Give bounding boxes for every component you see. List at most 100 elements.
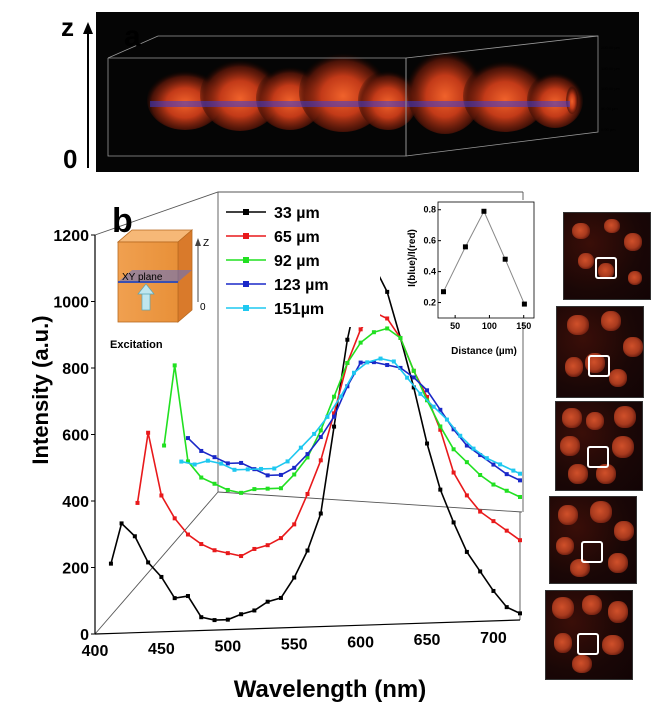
thumbnail-123 <box>549 496 637 584</box>
data-point <box>265 486 270 491</box>
data-point <box>159 574 164 579</box>
inset-y-tick-label: 0.2 <box>423 298 436 308</box>
z-arrow-head <box>83 22 93 34</box>
z-label: z <box>61 12 74 42</box>
data-point <box>225 461 230 466</box>
data-point <box>451 520 456 525</box>
x-tick-label: 450 <box>148 641 175 658</box>
scale-tick: 50.00 µm <box>601 106 618 111</box>
data-point <box>239 460 244 465</box>
data-point <box>444 417 449 422</box>
inset-x-tick-label: 100 <box>482 321 497 331</box>
data-point <box>464 493 469 498</box>
data-point <box>351 370 356 375</box>
data-point <box>225 551 230 556</box>
thumbnail-33 <box>563 212 651 300</box>
series-line <box>110 264 521 621</box>
data-point <box>172 363 177 368</box>
data-point <box>371 330 376 335</box>
data-point <box>135 500 140 505</box>
excitation-arrow-shaft <box>141 291 151 311</box>
data-point <box>425 441 430 446</box>
legend-label: 123 µm <box>274 277 329 294</box>
data-point <box>172 596 177 601</box>
data-point <box>332 394 337 399</box>
series-line <box>163 327 521 498</box>
data-point <box>431 404 436 409</box>
data-point <box>438 424 443 429</box>
data-point <box>358 327 363 332</box>
y-tick-label: 1200 <box>53 228 89 245</box>
data-point <box>245 467 250 472</box>
data-point <box>478 569 483 574</box>
data-point <box>318 428 323 433</box>
data-point <box>491 482 496 487</box>
roi-box <box>588 355 610 377</box>
legend-marker <box>243 233 249 239</box>
data-point <box>162 443 167 448</box>
data-point <box>471 446 476 451</box>
data-point <box>119 521 124 526</box>
series-line <box>136 311 521 557</box>
data-point <box>265 543 270 548</box>
data-point <box>305 492 310 496</box>
data-point <box>199 475 204 480</box>
inset-y-tick-label: 0.6 <box>423 236 436 246</box>
data-point <box>405 375 410 380</box>
data-point <box>265 473 270 478</box>
data-point <box>458 433 463 438</box>
data-point <box>278 472 283 477</box>
data-point <box>225 617 230 622</box>
data-point <box>425 394 430 399</box>
scale-tick: 0.00 µm <box>601 127 616 132</box>
inset-x-label: Distance (µm) <box>451 346 517 357</box>
data-point <box>518 538 522 543</box>
x-tick-label: 600 <box>347 634 374 651</box>
data-point <box>318 511 323 516</box>
data-point <box>478 473 483 478</box>
data-point <box>358 360 363 365</box>
scale-tick: 100.00 µm <box>601 86 621 91</box>
data-point <box>345 384 350 389</box>
data-point <box>278 486 283 491</box>
data-point <box>438 427 443 432</box>
data-point <box>265 599 270 604</box>
x-tick-label: 400 <box>82 643 109 660</box>
data-point <box>411 368 416 373</box>
data-point <box>292 465 297 470</box>
data-point <box>225 487 230 492</box>
ratio-inset: 0.2 0.4 0.6 0.8 50 100 150 I(blue)/I(red) Dist… <box>407 200 536 357</box>
x-axis <box>94 619 521 635</box>
data-point <box>398 335 403 340</box>
data-point <box>172 516 177 521</box>
inset-x-tick-label: 50 <box>450 321 460 331</box>
data-point <box>252 608 257 613</box>
data-point <box>411 375 416 380</box>
data-point <box>199 542 204 547</box>
panel-a-scale-ticks: 200.00 µm 150.00 µm 100.00 µm 50.00 µm 0… <box>601 45 621 132</box>
data-point <box>418 391 423 396</box>
data-point <box>478 509 483 514</box>
data-point <box>451 470 456 475</box>
data-point <box>398 365 403 370</box>
data-point <box>385 326 390 331</box>
y-tick-label: 200 <box>62 561 89 578</box>
inset-x-tick-label: 150 <box>516 321 531 331</box>
data-point <box>425 388 430 393</box>
roi-box <box>587 446 609 468</box>
legend-marker <box>243 281 249 287</box>
data-point <box>491 462 496 467</box>
inset-point <box>440 289 446 295</box>
data-point <box>305 455 310 460</box>
data-point <box>146 560 151 565</box>
y-tick-label: 800 <box>62 361 89 378</box>
data-point <box>411 385 416 390</box>
legend-label: 65 µm <box>274 229 320 246</box>
xy-plane-label: XY plane <box>122 272 163 283</box>
data-point <box>212 481 217 486</box>
data-point <box>371 360 376 365</box>
y-tick-label: 0 <box>80 627 89 644</box>
data-point <box>312 431 317 436</box>
data-point <box>438 487 443 492</box>
